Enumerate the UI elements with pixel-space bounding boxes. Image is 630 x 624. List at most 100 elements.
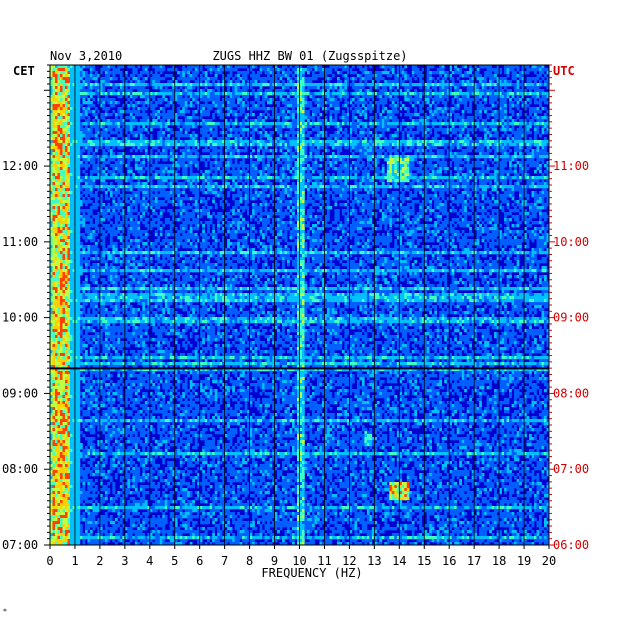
spectrogram-cell bbox=[377, 86, 380, 89]
spectrogram-cell bbox=[409, 113, 412, 116]
spectrogram-cell bbox=[110, 83, 113, 86]
spectrogram-cell bbox=[80, 140, 83, 143]
spectrogram-cell bbox=[132, 95, 135, 98]
spectrogram-cell bbox=[120, 140, 123, 143]
spectrogram-cell bbox=[349, 122, 352, 125]
spectrogram-cell bbox=[257, 158, 260, 161]
spectrogram-cell bbox=[77, 77, 80, 80]
spectrogram-cell bbox=[145, 95, 148, 98]
spectrogram-cell bbox=[67, 77, 70, 80]
spectrogram-cell bbox=[145, 71, 148, 74]
spectrogram-cell bbox=[285, 107, 288, 110]
spectrogram-cell bbox=[267, 89, 270, 92]
spectrogram-cell bbox=[532, 68, 535, 71]
spectrogram-cell bbox=[332, 74, 335, 77]
spectrogram-cell bbox=[237, 164, 240, 167]
spectrogram-cell bbox=[120, 86, 123, 89]
spectrogram-cell bbox=[137, 113, 140, 116]
spectrogram-cell bbox=[282, 143, 285, 146]
spectrogram-cell bbox=[292, 74, 295, 77]
spectrogram-cell bbox=[205, 119, 208, 122]
spectrogram-cell bbox=[70, 110, 73, 113]
spectrogram-cell bbox=[280, 110, 283, 113]
spectrogram-cell bbox=[312, 140, 315, 143]
spectrogram-cell bbox=[307, 119, 310, 122]
spectrogram-cell bbox=[302, 119, 305, 122]
spectrogram-cell bbox=[354, 164, 357, 167]
spectrogram-cell bbox=[87, 101, 90, 104]
spectrogram-cell bbox=[275, 122, 278, 125]
spectrogram-cell bbox=[75, 86, 78, 89]
spectrogram-cell bbox=[544, 116, 547, 119]
spectrogram-cell bbox=[449, 122, 452, 125]
spectrogram-cell bbox=[225, 92, 228, 95]
spectrogram-cell bbox=[100, 89, 103, 92]
spectrogram-cell bbox=[107, 122, 110, 125]
spectrogram-cell bbox=[250, 119, 253, 122]
spectrogram-cell bbox=[62, 77, 65, 80]
spectrogram-cell bbox=[409, 80, 412, 83]
spectrogram-cell bbox=[534, 77, 537, 80]
spectrogram-cell bbox=[524, 71, 527, 74]
spectrogram-cell bbox=[140, 80, 143, 83]
spectrogram-cell bbox=[329, 68, 332, 71]
spectrogram-cell bbox=[255, 161, 258, 164]
spectrogram-cell bbox=[167, 122, 170, 125]
spectrogram-cell bbox=[57, 116, 60, 119]
spectrogram-cell bbox=[202, 137, 205, 140]
spectrogram-cell bbox=[519, 143, 522, 146]
spectrogram-cell bbox=[77, 128, 80, 131]
spectrogram-cell bbox=[292, 80, 295, 83]
spectrogram-cell bbox=[467, 74, 470, 77]
spectrogram-cell bbox=[492, 80, 495, 83]
spectrogram-cell bbox=[489, 74, 492, 77]
spectrogram-cell bbox=[482, 164, 485, 167]
spectrogram-cell bbox=[95, 131, 98, 134]
spectrogram-cell bbox=[67, 116, 70, 119]
spectrogram-cell bbox=[132, 68, 135, 71]
spectrogram-cell bbox=[492, 104, 495, 107]
spectrogram-cell bbox=[374, 92, 377, 95]
spectrogram-cell bbox=[162, 125, 165, 128]
spectrogram-cell bbox=[339, 80, 342, 83]
spectrogram-cell bbox=[327, 143, 330, 146]
spectrogram-cell bbox=[220, 155, 223, 158]
spectrogram-cell bbox=[412, 140, 415, 143]
spectrogram-cell bbox=[542, 92, 545, 95]
spectrogram-cell bbox=[82, 155, 85, 158]
spectrogram-cell bbox=[90, 83, 93, 86]
spectrogram-cell bbox=[235, 164, 238, 167]
spectrogram-cell bbox=[300, 137, 303, 140]
spectrogram-cell bbox=[245, 104, 248, 107]
spectrogram-cell bbox=[504, 83, 507, 86]
spectrogram-cell bbox=[205, 71, 208, 74]
spectrogram-cell bbox=[302, 137, 305, 140]
spectrogram-cell bbox=[175, 113, 178, 116]
spectrogram-cell bbox=[152, 86, 155, 89]
spectrogram-cell bbox=[494, 71, 497, 74]
spectrogram-cell bbox=[225, 95, 228, 98]
spectrogram-cell bbox=[200, 122, 203, 125]
spectrogram-cell bbox=[300, 71, 303, 74]
spectrogram-cell bbox=[492, 89, 495, 92]
spectrogram-cell bbox=[414, 152, 417, 155]
spectrogram-cell bbox=[429, 158, 432, 161]
spectrogram-cell bbox=[112, 152, 115, 155]
spectrogram-cell bbox=[200, 113, 203, 116]
spectrogram-cell bbox=[359, 110, 362, 113]
spectrogram-cell bbox=[499, 119, 502, 122]
spectrogram-cell bbox=[439, 140, 442, 143]
spectrogram-cell bbox=[412, 122, 415, 125]
spectrogram-cell bbox=[387, 161, 390, 164]
spectrogram-cell bbox=[192, 137, 195, 140]
spectrogram-cell bbox=[427, 68, 430, 71]
spectrogram-cell bbox=[477, 164, 480, 167]
spectrogram-cell bbox=[235, 158, 238, 161]
spectrogram-cell bbox=[257, 74, 260, 77]
spectrogram-cell bbox=[307, 68, 310, 71]
spectrogram-cell bbox=[185, 119, 188, 122]
spectrogram-cell bbox=[437, 116, 440, 119]
spectrogram-cell bbox=[367, 77, 370, 80]
spectrogram-cell bbox=[250, 146, 253, 149]
spectrogram-cell bbox=[439, 116, 442, 119]
